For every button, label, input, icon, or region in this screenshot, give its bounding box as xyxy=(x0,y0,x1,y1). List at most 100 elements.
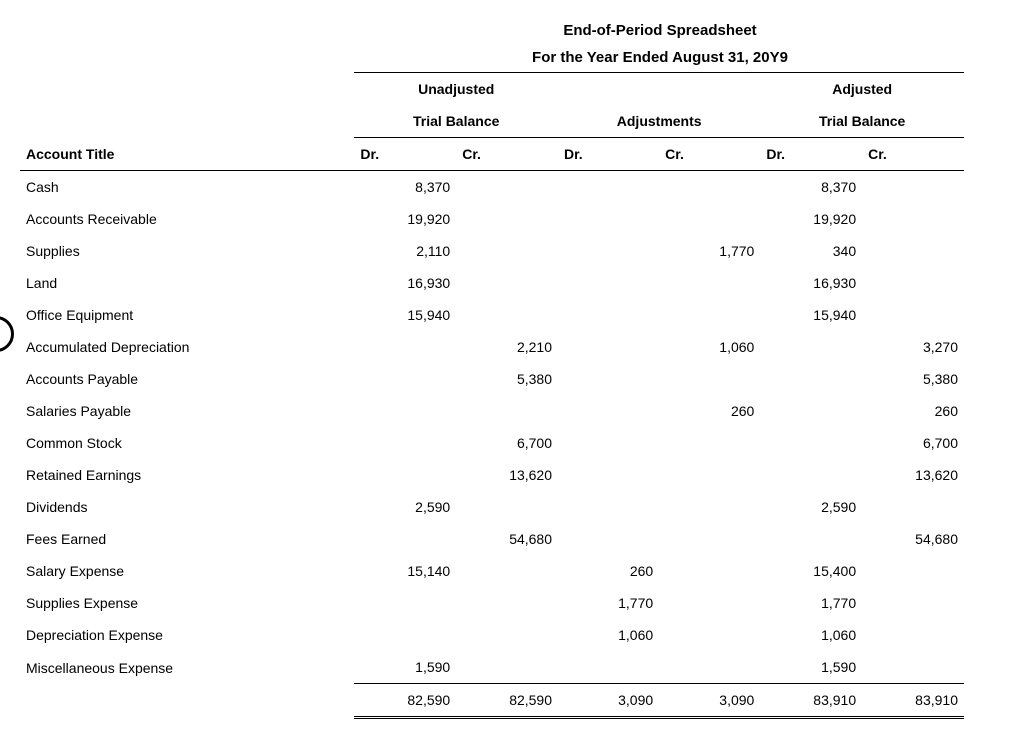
col-group-adjustments-spacer xyxy=(558,73,760,106)
cell-unadj-cr xyxy=(456,235,558,267)
cell-unadj-dr: 1,590 xyxy=(354,651,456,684)
cell-adjd-dr: 1,770 xyxy=(760,587,862,619)
cell-adjd-dr xyxy=(760,427,862,459)
cell-adj-cr xyxy=(659,171,760,204)
cell-adj-dr xyxy=(558,523,659,555)
cell-adjd-cr: 260 xyxy=(862,395,964,427)
cell-adjd-dr xyxy=(760,395,862,427)
cell-unadj-dr: 19,920 xyxy=(354,203,456,235)
decorative-ellipse xyxy=(0,316,14,352)
title-block: End-of-Period Spreadsheet For the Year E… xyxy=(380,18,940,72)
title-line-2: For the Year Ended August 31, 20Y9 xyxy=(380,49,940,72)
row-title: Common Stock xyxy=(20,427,354,459)
cell-adj-cr: 260 xyxy=(659,395,760,427)
col-group-adj-sub: Trial Balance xyxy=(760,105,964,138)
cell-adj-dr xyxy=(558,235,659,267)
cell-unadj-cr: 13,620 xyxy=(456,459,558,491)
col-account-title: Account Title xyxy=(20,138,354,171)
cell-adjd-dr: 340 xyxy=(760,235,862,267)
col-adj-cr: Cr. xyxy=(659,138,760,171)
cell-unadj-cr xyxy=(456,203,558,235)
table-row: Land16,93016,930 xyxy=(20,267,964,299)
col-group-unadj-sub: Trial Balance xyxy=(354,105,558,138)
cell-unadj-cr xyxy=(456,267,558,299)
cell-unadj-dr xyxy=(354,619,456,651)
cell-adjd-dr: 2,590 xyxy=(760,491,862,523)
total-adj-cr: 3,090 xyxy=(659,684,760,718)
cell-adjd-dr xyxy=(760,459,862,491)
cell-adj-cr xyxy=(659,427,760,459)
cell-adjd-cr xyxy=(862,555,964,587)
table-row: Depreciation Expense1,0601,060 xyxy=(20,619,964,651)
row-title: Miscellaneous Expense xyxy=(20,651,354,684)
table-row: Supplies2,110 1,770340 xyxy=(20,235,964,267)
cell-adj-dr: 1,770 xyxy=(558,587,659,619)
cell-adj-dr xyxy=(558,267,659,299)
table-row: Accumulated Depreciation2,2101,0603,270 xyxy=(20,331,964,363)
cell-unadj-cr xyxy=(456,651,558,684)
cell-adj-cr xyxy=(659,459,760,491)
table-row: Salary Expense15,14026015,400 xyxy=(20,555,964,587)
cell-unadj-dr xyxy=(354,395,456,427)
cell-unadj-dr xyxy=(354,523,456,555)
row-title: Accounts Receivable xyxy=(20,203,354,235)
cell-adjd-dr: 8,370 xyxy=(760,171,862,204)
cell-adj-dr xyxy=(558,331,659,363)
row-title: Fees Earned xyxy=(20,523,354,555)
total-adjd-cr: 83,910 xyxy=(862,684,964,718)
cell-unadj-cr: 2,210 xyxy=(456,331,558,363)
table-head: Unadjusted Adjusted Trial Balance Adjust… xyxy=(20,73,964,171)
cell-adj-dr: 1,060 xyxy=(558,619,659,651)
cell-adj-cr xyxy=(659,587,760,619)
cell-adjd-cr xyxy=(862,203,964,235)
cell-adj-cr: 1,770 xyxy=(659,235,760,267)
col-adjd-cr: Cr. xyxy=(862,138,964,171)
cell-adj-dr xyxy=(558,427,659,459)
cell-adj-dr xyxy=(558,299,659,331)
row-title: Retained Earnings xyxy=(20,459,354,491)
cell-adj-dr xyxy=(558,491,659,523)
cell-unadj-cr: 5,380 xyxy=(456,363,558,395)
cell-unadj-dr: 2,590 xyxy=(354,491,456,523)
table-row: Fees Earned54,68054,680 xyxy=(20,523,964,555)
col-adj-dr: Dr. xyxy=(558,138,659,171)
table-foot: 82,590 82,590 3,090 3,090 83,910 83,910 xyxy=(20,684,964,718)
table-row: Common Stock6,7006,700 xyxy=(20,427,964,459)
col-unadj-cr: Cr. xyxy=(456,138,558,171)
table-row: Accounts Receivable19,92019,920 xyxy=(20,203,964,235)
cell-adj-dr xyxy=(558,363,659,395)
table-row: Salaries Payable 260 260 xyxy=(20,395,964,427)
cell-adjd-cr: 6,700 xyxy=(862,427,964,459)
cell-unadj-dr: 8,370 xyxy=(354,171,456,204)
col-unadj-dr: Dr. xyxy=(354,138,456,171)
cell-adjd-dr xyxy=(760,331,862,363)
cell-adj-dr: 260 xyxy=(558,555,659,587)
cell-adj-cr xyxy=(659,267,760,299)
cell-adjd-cr: 13,620 xyxy=(862,459,964,491)
cell-unadj-dr: 16,930 xyxy=(354,267,456,299)
col-group-unadjusted: Unadjusted xyxy=(354,73,558,106)
cell-adj-cr xyxy=(659,363,760,395)
cell-unadj-dr: 15,940 xyxy=(354,299,456,331)
cell-unadj-cr: 54,680 xyxy=(456,523,558,555)
col-group-adjusted: Adjusted xyxy=(760,73,964,106)
row-title: Salaries Payable xyxy=(20,395,354,427)
row-title: Salary Expense xyxy=(20,555,354,587)
row-title: Dividends xyxy=(20,491,354,523)
page: End-of-Period Spreadsheet For the Year E… xyxy=(0,0,1024,732)
cell-unadj-cr xyxy=(456,587,558,619)
row-title: Accumulated Depreciation xyxy=(20,331,354,363)
table-body: Cash8,3708,370Accounts Receivable19,9201… xyxy=(20,171,964,684)
row-title: Supplies xyxy=(20,235,354,267)
cell-adj-dr xyxy=(558,459,659,491)
cell-unadj-dr: 15,140 xyxy=(354,555,456,587)
cell-adjd-cr xyxy=(862,491,964,523)
row-title: Cash xyxy=(20,171,354,204)
cell-adjd-dr xyxy=(760,363,862,395)
row-title: Land xyxy=(20,267,354,299)
total-adj-dr: 3,090 xyxy=(558,684,659,718)
cell-unadj-dr: 2,110 xyxy=(354,235,456,267)
cell-adj-dr xyxy=(558,171,659,204)
title-line-1: End-of-Period Spreadsheet xyxy=(380,18,940,49)
row-title: Supplies Expense xyxy=(20,587,354,619)
